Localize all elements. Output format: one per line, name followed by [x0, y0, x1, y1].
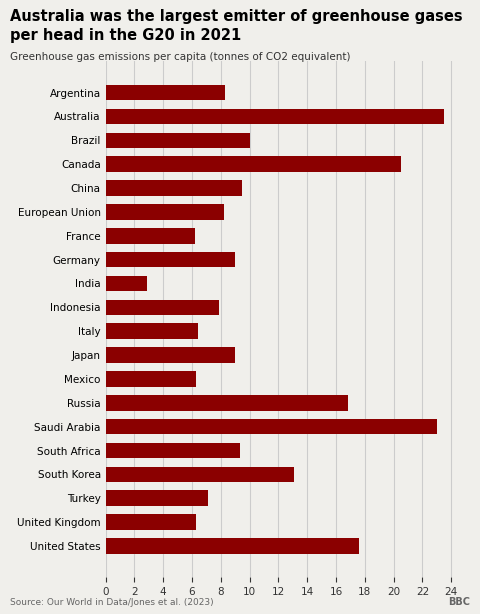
- Bar: [106, 467, 294, 482]
- Bar: [106, 181, 242, 196]
- Bar: [106, 491, 208, 506]
- Text: Source: Our World in Data/Jones et al. (2023): Source: Our World in Data/Jones et al. (…: [10, 597, 213, 607]
- Bar: [106, 371, 196, 387]
- Bar: [106, 228, 195, 244]
- Bar: [106, 443, 240, 458]
- Bar: [106, 348, 235, 363]
- Bar: [106, 133, 250, 148]
- Bar: [106, 419, 437, 435]
- Bar: [106, 157, 401, 172]
- Text: Australia was the largest emitter of greenhouse gases
per head in the G20 in 202: Australia was the largest emitter of gre…: [10, 9, 462, 43]
- Bar: [106, 515, 196, 530]
- Bar: [106, 538, 359, 554]
- Bar: [106, 276, 147, 291]
- Bar: [106, 204, 224, 220]
- Bar: [106, 252, 235, 267]
- Bar: [106, 300, 219, 315]
- Bar: [106, 324, 198, 339]
- Bar: [106, 109, 444, 124]
- Bar: [106, 395, 348, 411]
- Text: BBC: BBC: [448, 597, 470, 607]
- Text: Greenhouse gas emissions per capita (tonnes of CO2 equivalent): Greenhouse gas emissions per capita (ton…: [10, 52, 350, 62]
- Bar: [106, 85, 225, 100]
